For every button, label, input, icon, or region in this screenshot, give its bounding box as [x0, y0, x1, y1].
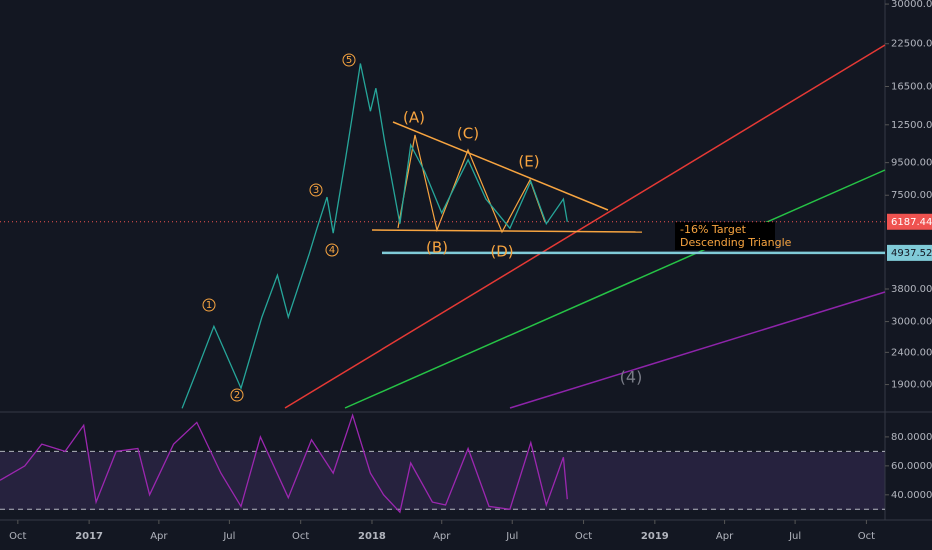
x-tick-label: Oct: [575, 531, 592, 542]
x-tick-label: 2019: [641, 531, 669, 542]
annotation: 4: [329, 245, 335, 256]
target-box: [675, 222, 775, 250]
y-tick-label: 3000.00: [891, 317, 932, 328]
annotation: (D): [490, 243, 513, 261]
price-line-series: [0, 413, 568, 514]
annotation: 3: [313, 185, 319, 196]
y-tick-label: 80.0000: [891, 432, 932, 443]
y-tick-label: 22500.00: [891, 39, 932, 50]
price-label-box: [887, 213, 932, 230]
x-tick-label: Oct: [292, 531, 309, 542]
wave-circle: [325, 243, 339, 257]
trend-line: [344, 169, 886, 409]
price-line-series: [181, 63, 568, 409]
y-tick-label: 1900.00: [891, 380, 932, 391]
x-tick-label: Oct: [858, 531, 875, 542]
x-tick-label: Apr: [716, 531, 734, 542]
x-tick-label: Jul: [505, 531, 518, 542]
trend-line: [284, 44, 886, 409]
annotation: (B): [426, 239, 448, 257]
annotation: 5: [346, 55, 352, 66]
wave-circle: [230, 388, 244, 402]
y-tick-label: 16500.00: [891, 82, 932, 93]
x-tick-label: 2018: [358, 531, 386, 542]
triangle-upper: [392, 121, 609, 211]
y-tick-label: 7500.00: [891, 190, 932, 201]
price-label: 4937.52: [891, 248, 932, 259]
price-label-box: [887, 244, 932, 261]
wave-circle: [309, 183, 323, 197]
annotation: (E): [518, 153, 539, 171]
y-tick-label: 12500.00: [891, 120, 932, 131]
annotation: (C): [457, 125, 479, 143]
price-label: 6187.44: [891, 217, 932, 228]
x-tick-label: Apr: [150, 531, 168, 542]
annotation: -16% Target: [680, 223, 747, 236]
y-tick-label: 3800.00: [891, 284, 932, 295]
x-tick-label: 2017: [75, 531, 103, 542]
x-tick-label: Jul: [222, 531, 235, 542]
triangle-lower: [371, 229, 643, 233]
y-tick-label: 9500.00: [891, 158, 932, 169]
x-tick-label: Apr: [433, 531, 451, 542]
trend-line: [509, 291, 886, 409]
annotation: 2: [234, 390, 240, 401]
wave-circle: [202, 298, 216, 312]
x-tick-label: Jul: [788, 531, 801, 542]
y-tick-label: 2400.00: [891, 347, 932, 358]
wave-circle: [342, 53, 356, 67]
y-tick-label: 30000.00: [891, 0, 932, 10]
rsi-band: [0, 452, 885, 510]
y-tick-label: 60.0000: [891, 461, 932, 472]
annotation: 1: [206, 300, 212, 311]
x-tick-label: Oct: [9, 531, 26, 542]
y-tick-label: 40.0000: [891, 490, 932, 501]
wave-path: [397, 134, 546, 234]
annotation: Descending Triangle: [680, 236, 792, 249]
annotation: (A): [403, 109, 425, 127]
annotation: (4): [620, 368, 643, 387]
